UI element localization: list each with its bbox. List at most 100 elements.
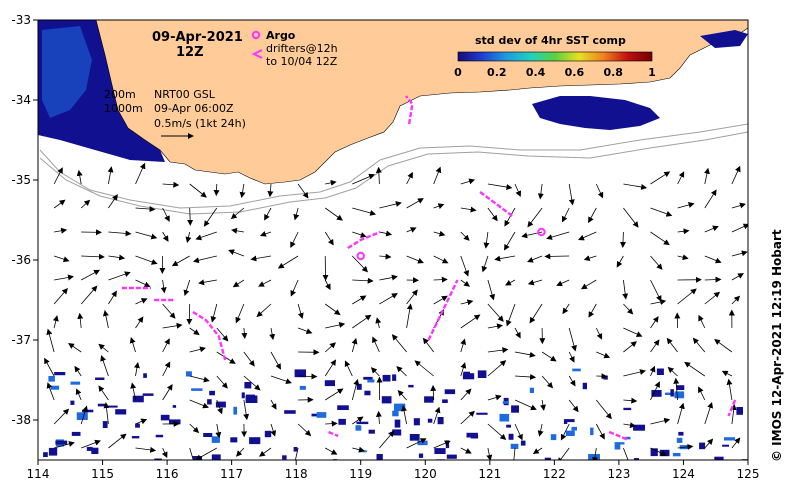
sst-speckle bbox=[520, 440, 526, 446]
sst-speckle bbox=[678, 431, 684, 436]
current-arrow bbox=[298, 373, 318, 380]
drifter-track bbox=[347, 230, 381, 250]
current-arrow bbox=[108, 230, 132, 237]
current-arrow bbox=[433, 166, 442, 185]
current-arrow bbox=[532, 447, 543, 455]
current-arrow bbox=[433, 406, 441, 425]
current-arrow bbox=[677, 443, 694, 450]
current-arrow bbox=[562, 303, 570, 315]
plot-frame bbox=[37, 19, 749, 461]
sst-speckle bbox=[424, 396, 434, 403]
current-arrow bbox=[460, 410, 475, 425]
current-arrow bbox=[161, 447, 168, 459]
current-arrow bbox=[53, 255, 70, 263]
current-arrow bbox=[568, 375, 576, 387]
sst-speckle bbox=[544, 457, 551, 460]
x-tick-label: 117 bbox=[220, 467, 243, 481]
current-arrow bbox=[171, 255, 190, 267]
current-arrow bbox=[731, 250, 748, 257]
colorbar-tick-label: 0.2 bbox=[487, 66, 507, 79]
sst-speckle bbox=[230, 437, 238, 443]
current-arrow bbox=[375, 166, 382, 185]
sst-speckle bbox=[392, 429, 402, 436]
current-arrow bbox=[129, 337, 136, 353]
y-axis: -33 -34 -35 -36 -37 -38 bbox=[11, 13, 38, 427]
sst-speckle bbox=[674, 392, 680, 398]
sst-speckle bbox=[565, 430, 575, 436]
sst-speckle bbox=[233, 406, 238, 415]
sst-speckle bbox=[470, 434, 479, 439]
current-arrow bbox=[189, 399, 209, 409]
current-arrow bbox=[235, 303, 245, 324]
current-arrow bbox=[324, 303, 341, 316]
current-arrow bbox=[264, 207, 272, 221]
current-arrow bbox=[487, 207, 498, 222]
current-arrow bbox=[650, 316, 659, 329]
drifter-track bbox=[727, 399, 737, 417]
current-arrow bbox=[183, 279, 191, 297]
current-arrow bbox=[186, 303, 193, 325]
current-arrow bbox=[698, 314, 706, 329]
current-arrow bbox=[372, 336, 380, 353]
sst-speckle bbox=[409, 434, 420, 441]
sst-speckle bbox=[442, 399, 448, 403]
current-arrow bbox=[135, 446, 157, 453]
current-arrow bbox=[433, 276, 448, 283]
current-arrow bbox=[80, 199, 91, 209]
current-arrow bbox=[406, 198, 424, 209]
current-arrow bbox=[460, 206, 477, 213]
current-arrow bbox=[560, 423, 570, 441]
sst-speckle bbox=[143, 373, 147, 378]
sst-speckle bbox=[86, 446, 93, 451]
sst-speckle bbox=[463, 371, 470, 375]
current-arrow bbox=[379, 274, 398, 281]
current-arrow bbox=[721, 370, 733, 377]
sst-speckle bbox=[394, 403, 406, 412]
sst-speckle bbox=[650, 448, 658, 457]
current-arrow bbox=[541, 375, 554, 389]
current-arrow bbox=[324, 342, 336, 353]
sst-speckle bbox=[142, 393, 154, 396]
current-arrow bbox=[460, 255, 470, 277]
current-arrow bbox=[578, 231, 597, 241]
sst-speckle bbox=[446, 454, 457, 459]
current-arrow bbox=[133, 362, 140, 377]
sst-speckle bbox=[418, 453, 424, 458]
current-arrow bbox=[667, 366, 678, 377]
current-arrow bbox=[487, 360, 507, 377]
current-arrow bbox=[162, 181, 180, 188]
current-arrow bbox=[430, 384, 437, 401]
current-arrow bbox=[595, 327, 603, 340]
map-time: 12Z bbox=[176, 45, 204, 60]
current-arrow bbox=[406, 255, 424, 264]
current-arrow bbox=[162, 231, 169, 242]
sst-speckle bbox=[714, 456, 724, 460]
current-arrow bbox=[568, 183, 575, 206]
scale-label: 0.5m/s (1kt 24h) bbox=[154, 117, 246, 130]
colorbar-ticks: 0 0.2 0.4 0.6 0.8 1 bbox=[454, 66, 656, 79]
current-arrow bbox=[460, 362, 467, 377]
current-arrow bbox=[270, 399, 277, 410]
sst-speckle bbox=[249, 437, 261, 445]
current-arrow bbox=[53, 441, 75, 449]
current-arrow bbox=[75, 388, 82, 401]
current-arrow bbox=[433, 255, 449, 264]
current-arrow bbox=[406, 303, 413, 329]
current-arrow bbox=[189, 447, 194, 460]
y-tick-label: -34 bbox=[11, 93, 31, 107]
current-arrow bbox=[460, 299, 474, 306]
current-arrow bbox=[494, 255, 516, 262]
current-arrow bbox=[623, 422, 636, 429]
sst-speckle bbox=[244, 382, 252, 389]
current-arrow bbox=[241, 327, 248, 339]
current-arrow bbox=[81, 439, 101, 449]
current-arrow bbox=[258, 279, 272, 287]
current-arrow bbox=[650, 255, 663, 270]
current-arrow bbox=[596, 351, 611, 359]
current-arrow bbox=[76, 169, 83, 185]
current-arrow bbox=[704, 189, 717, 209]
current-arrow bbox=[216, 399, 223, 415]
sst-speckle bbox=[476, 412, 488, 415]
current-arrow bbox=[46, 382, 55, 401]
current-arrow bbox=[375, 410, 382, 425]
